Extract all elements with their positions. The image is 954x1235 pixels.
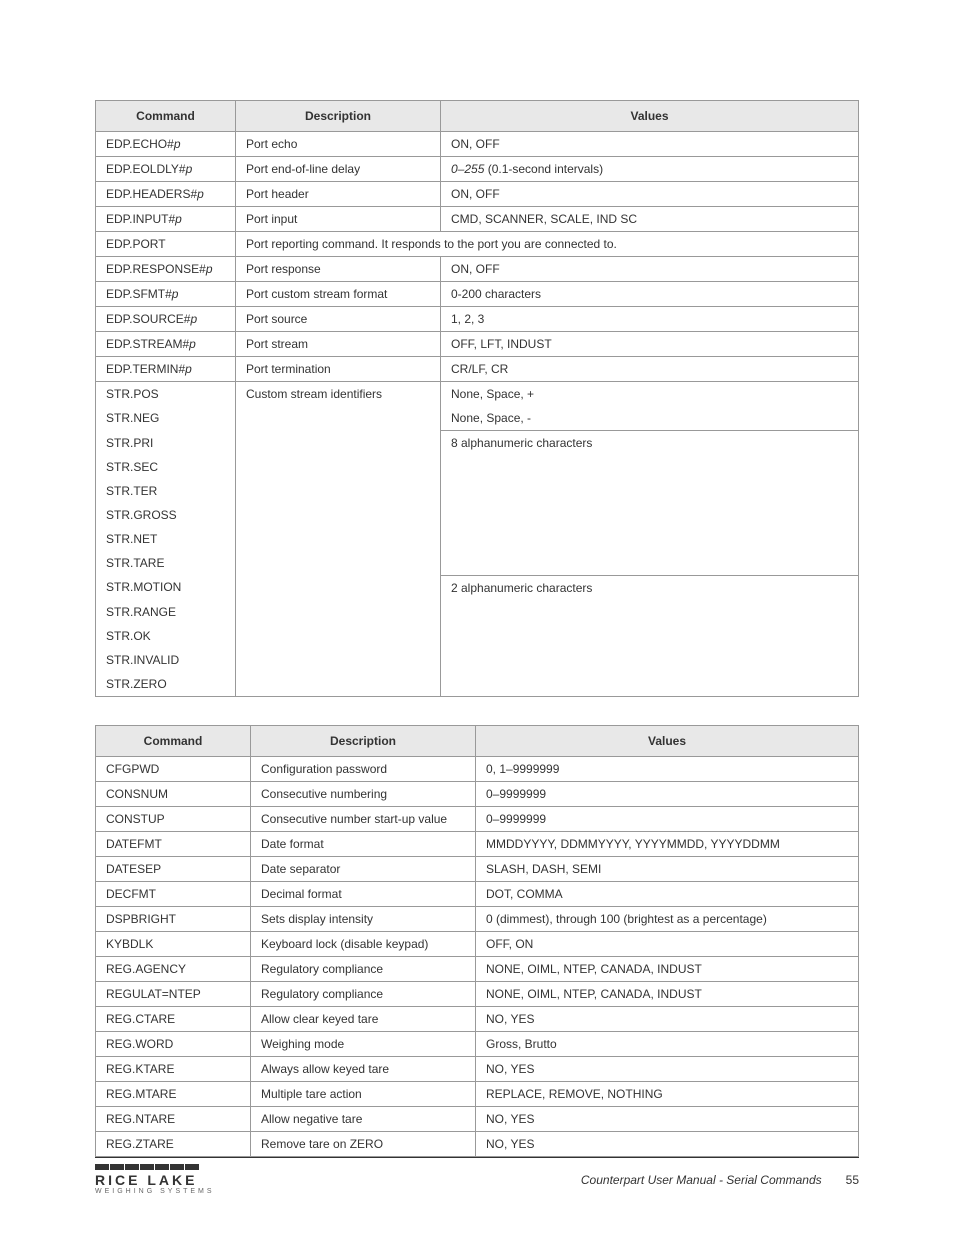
logo-text: RICE LAKE	[95, 1172, 197, 1188]
manual-title: Counterpart User Manual - Serial Command…	[581, 1173, 822, 1187]
table-row: CONSNUMConsecutive numbering0–9999999	[96, 781, 859, 806]
table-row: DSPBRIGHTSets display intensity0 (dimmes…	[96, 906, 859, 931]
table-row: REGULAT=NTEPRegulatory complianceNONE, O…	[96, 981, 859, 1006]
commands-table-2: Command Description Values CFGPWDConfigu…	[95, 725, 859, 1157]
table-row: REG.AGENCYRegulatory complianceNONE, OIM…	[96, 956, 859, 981]
table1-header-command: Command	[96, 101, 236, 132]
table-row: STR.TER	[96, 479, 859, 503]
table-row: STR.NET	[96, 527, 859, 551]
table-row: REG.ZTARERemove tare on ZERONO, YES	[96, 1131, 859, 1156]
rice-lake-logo: RICE LAKE WEIGHING SYSTEMS	[95, 1164, 215, 1195]
table-row: STR.PRI 8 alphanumeric characters	[96, 431, 859, 456]
table-row: EDP.STREAM#p Port stream OFF, LFT, INDUS…	[96, 332, 859, 357]
table-row: STR.TARE	[96, 551, 859, 575]
table2-header-command: Command	[96, 725, 251, 756]
table1-header-values: Values	[441, 101, 859, 132]
table-row: CFGPWDConfiguration password0, 1–9999999	[96, 756, 859, 781]
table-row: REG.KTAREAlways allow keyed tareNO, YES	[96, 1056, 859, 1081]
table-row: STR.POS Custom stream identifiers None, …	[96, 382, 859, 407]
table-row: KYBDLKKeyboard lock (disable keypad)OFF,…	[96, 931, 859, 956]
table-row: STR.INVALID	[96, 648, 859, 672]
logo-bars-icon	[95, 1164, 199, 1170]
table-row: STR.ZERO	[96, 672, 859, 697]
table-row: STR.RANGE	[96, 600, 859, 624]
table-row: REG.MTAREMultiple tare actionREPLACE, RE…	[96, 1081, 859, 1106]
commands-table-1: Command Description Values EDP.ECHO#p Po…	[95, 100, 859, 697]
table-row: EDP.RESPONSE#p Port response ON, OFF	[96, 257, 859, 282]
table-row: DATESEPDate separatorSLASH, DASH, SEMI	[96, 856, 859, 881]
page-footer: RICE LAKE WEIGHING SYSTEMS Counterpart U…	[95, 1157, 859, 1195]
footer-right: Counterpart User Manual - Serial Command…	[581, 1173, 859, 1187]
table2-header-description: Description	[251, 725, 476, 756]
table-row: DECFMTDecimal formatDOT, COMMA	[96, 881, 859, 906]
table-row: EDP.INPUT#p Port input CMD, SCANNER, SCA…	[96, 207, 859, 232]
table2-header-values: Values	[476, 725, 859, 756]
logo-subtitle: WEIGHING SYSTEMS	[95, 1188, 215, 1195]
table-row: STR.SEC	[96, 455, 859, 479]
table-row: EDP.EOLDLY#p Port end-of-line delay 0–25…	[96, 157, 859, 182]
table-row: EDP.TERMIN#p Port termination CR/LF, CR	[96, 357, 859, 382]
table-row: EDP.HEADERS#p Port header ON, OFF	[96, 182, 859, 207]
table-row: STR.NEG None, Space, -	[96, 406, 859, 431]
table-row: STR.MOTION 2 alphanumeric characters	[96, 575, 859, 600]
table-row: EDP.SOURCE#p Port source 1, 2, 3	[96, 307, 859, 332]
table-row: EDP.ECHO#p Port echo ON, OFF	[96, 132, 859, 157]
table-row: DATEFMTDate formatMMDDYYYY, DDMMYYYY, YY…	[96, 831, 859, 856]
table-row: EDP.PORT Port reporting command. It resp…	[96, 232, 859, 257]
table-row: EDP.SFMT#p Port custom stream format 0-2…	[96, 282, 859, 307]
table-row: REG.CTAREAllow clear keyed tareNO, YES	[96, 1006, 859, 1031]
table-row: REG.NTAREAllow negative tareNO, YES	[96, 1106, 859, 1131]
table-row: STR.GROSS	[96, 503, 859, 527]
page-number: 55	[846, 1173, 859, 1187]
table-row: REG.WORDWeighing modeGross, Brutto	[96, 1031, 859, 1056]
table1-header-description: Description	[236, 101, 441, 132]
table-row: CONSTUPConsecutive number start-up value…	[96, 806, 859, 831]
table-row: STR.OK	[96, 624, 859, 648]
